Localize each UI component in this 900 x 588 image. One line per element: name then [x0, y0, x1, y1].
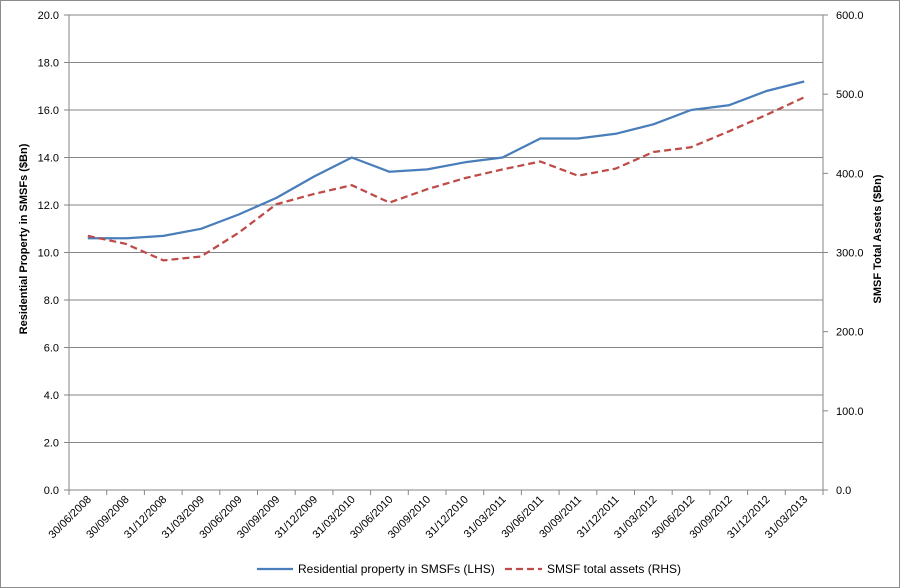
legend-label-2: SMSF total assets (RHS): [547, 562, 681, 576]
right-tick-label: 400.0: [836, 168, 864, 180]
x-axis-ticks: 30/06/200830/09/200831/12/200831/03/2009…: [47, 490, 824, 541]
series-lines: [87, 80, 805, 262]
gridlines: [69, 14, 823, 443]
left-tick-label: 4.0: [44, 390, 59, 402]
left-tick-label: 18.0: [38, 58, 59, 70]
right-tick-label: 300.0: [836, 248, 864, 260]
series-line-1: [87, 80, 805, 240]
left-tick-label: 2.0: [44, 438, 59, 450]
left-tick-label: 14.0: [38, 153, 59, 165]
series-line-2: [87, 96, 805, 262]
right-tick-label: 0.0: [836, 485, 851, 497]
left-tick-label: 16.0: [38, 105, 59, 117]
left-axis-title: Residential Property in SMSFs ($Bn): [18, 143, 30, 334]
legend: Residential property in SMSFs (LHS) SMSF …: [257, 562, 681, 576]
left-tick-label: 6.0: [44, 343, 59, 355]
left-tick-label: 12.0: [38, 200, 59, 212]
legend-label-1: Residential property in SMSFs (LHS): [298, 562, 495, 576]
right-tick-label: 200.0: [836, 327, 864, 339]
right-axis-ticks: 0.0 100.0 200.0 300.0 400.0 500.0 600.0: [823, 10, 864, 497]
right-tick-label: 100.0: [836, 406, 864, 418]
right-tick-label: 600.0: [836, 10, 864, 22]
right-axis-title: SMSF Total Assets ($Bn): [872, 174, 884, 303]
left-tick-label: 20.0: [38, 10, 59, 22]
left-tick-label: 10.0: [38, 248, 59, 260]
right-tick-label: 500.0: [836, 89, 864, 101]
left-axis-ticks: 0.0 2.0 4.0 6.0 8.0 10.0 12.0 14.0 16.0 18.0 20.0: [38, 10, 69, 497]
left-tick-label: 8.0: [44, 295, 59, 307]
left-tick-label: 0.0: [44, 485, 59, 497]
